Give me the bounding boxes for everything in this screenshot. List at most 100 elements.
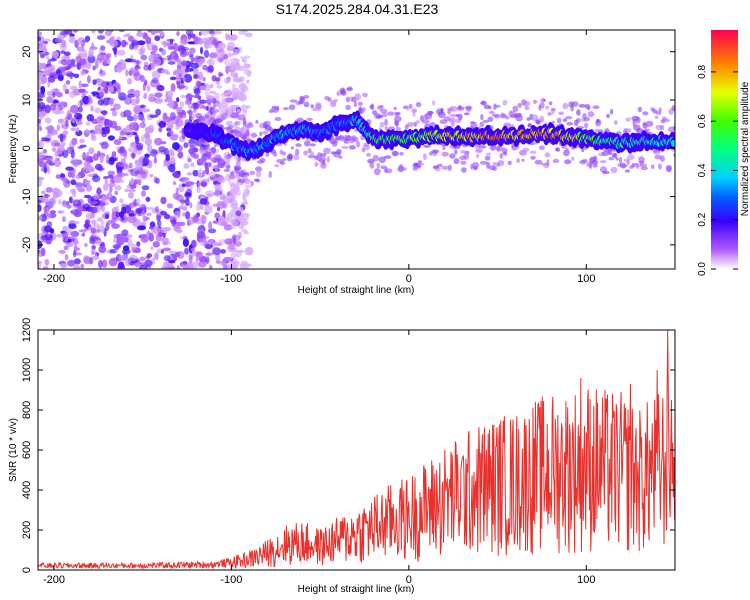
heatmap-noise-cell (151, 44, 158, 53)
heatmap-noise-cell (193, 37, 202, 41)
heatmap-noise-cell (82, 232, 86, 237)
heatmap-noise-cell (149, 221, 156, 228)
heatmap-halo-cell (440, 107, 444, 113)
heatmap-noise-cell (144, 137, 152, 146)
heatmap-noise-cell (68, 91, 76, 99)
heatmap-halo-cell (492, 162, 498, 168)
heatmap-noise-cell (77, 37, 86, 45)
heatmap-noise-cell (240, 220, 249, 226)
heatmap-noise-cell (212, 220, 219, 224)
heatmap-noise-cell (186, 172, 193, 176)
y-tick-label: 0 (21, 567, 33, 573)
heatmap-halo-cell (488, 105, 492, 110)
heatmap-noise-cell (230, 183, 237, 191)
heatmap-halo-cell (405, 105, 410, 111)
heatmap-noise-cell (203, 49, 210, 59)
heatmap-halo-cell (242, 172, 249, 176)
heatmap-halo-cell (199, 99, 204, 105)
heatmap-noise-cell (146, 143, 153, 153)
heatmap-halo-cell (632, 119, 636, 127)
heatmap-halo-cell (502, 99, 508, 106)
heatmap-halo-cell (381, 112, 388, 118)
heatmap-noise-cell (71, 117, 77, 124)
heatmap-noise-cell (190, 62, 199, 69)
heatmap-noise-cell (187, 33, 192, 40)
heatmap-noise-cell (202, 239, 208, 247)
heatmap-halo-cell (500, 112, 505, 119)
heatmap-noise-cell (67, 171, 73, 178)
heatmap-halo-cell (369, 161, 375, 169)
heatmap-noise-cell (64, 51, 71, 56)
colorbar-tick-label: 0.2 (697, 212, 708, 226)
heatmap-noise-cell (46, 160, 53, 164)
heatmap-noise-cell (129, 179, 133, 184)
heatmap-noise-cell (139, 104, 146, 109)
heatmap-noise-cell (87, 173, 94, 178)
heatmap-noise-cell (197, 168, 203, 177)
heatmap-noise-cell (133, 113, 138, 122)
heatmap-halo-cell (565, 148, 569, 152)
heatmap-noise-cell (195, 256, 199, 263)
heatmap-noise-cell (184, 197, 190, 207)
heatmap-halo-cell (282, 158, 287, 161)
heatmap-noise-cell (159, 141, 167, 145)
heatmap-noise-cell (85, 184, 93, 192)
heatmap-halo-cell (448, 117, 456, 123)
heatmap-noise-cell (218, 71, 222, 78)
heatmap-noise-cell (176, 31, 180, 37)
heatmap-noise-cell (38, 105, 44, 112)
colorbar (711, 30, 738, 269)
heatmap-noise-cell (148, 94, 155, 103)
heatmap-noise-cell (54, 88, 58, 94)
heatmap-noise-cell (142, 157, 150, 166)
heatmap-halo-cell (281, 151, 287, 156)
heatmap-noise-cell (182, 206, 188, 211)
heatmap-halo-cell (450, 121, 455, 127)
heatmap-noise-cell (65, 166, 74, 171)
heatmap-halo-cell (338, 155, 343, 159)
heatmap-noise-cell (205, 106, 209, 111)
heatmap-noise-cell (199, 204, 204, 210)
heatmap-noise-cell (144, 259, 153, 267)
heatmap-halo-cell (564, 159, 572, 165)
heatmap-halo-cell (673, 153, 675, 158)
heatmap-halo-cell (407, 122, 415, 127)
heatmap-noise-cell (111, 223, 120, 229)
heatmap-halo-cell (526, 117, 531, 121)
heatmap-noise-cell (54, 157, 61, 161)
heatmap-halo-cell (354, 93, 362, 101)
heatmap-noise-cell (226, 212, 234, 221)
heatmap-noise-cell (201, 37, 210, 45)
heatmap-noise-cell (247, 249, 252, 255)
colorbar-label: Normalized spectral amplitude (740, 81, 750, 216)
heatmap-noise-cell (226, 41, 236, 51)
heatmap-noise-cell (182, 212, 187, 217)
heatmap-halo-cell (306, 117, 313, 122)
heatmap-halo-cell (384, 118, 388, 126)
heatmap-noise-cell (38, 215, 43, 221)
heatmap-halo-cell (372, 154, 379, 162)
heatmap-halo-cell (243, 179, 251, 184)
heatmap-noise-cell (186, 110, 193, 115)
heatmap-halo-cell (202, 105, 206, 110)
heatmap-noise-cell (129, 98, 138, 106)
heatmap-halo-cell (480, 114, 484, 121)
heatmap-noise-cell (153, 156, 157, 164)
heatmap-noise-cell (169, 215, 174, 220)
heatmap-noise-cell (156, 84, 165, 92)
heatmap-noise-cell (57, 210, 63, 214)
heatmap-noise-cell (231, 52, 238, 56)
heatmap-noise-cell (60, 59, 68, 66)
heatmap-noise-cell (184, 85, 189, 91)
heatmap-noise-cell (40, 136, 47, 142)
heatmap-halo-cell (194, 103, 199, 110)
heatmap-halo-cell (613, 153, 618, 159)
heatmap-noise-cell (46, 96, 54, 103)
heatmap-noise-cell (193, 73, 199, 80)
heatmap-halo-cell (303, 150, 308, 156)
heatmap-noise-cell (57, 145, 65, 153)
heatmap-noise-cell (241, 201, 249, 205)
heatmap-noise-cell (149, 148, 158, 157)
heatmap-noise-cell (109, 85, 114, 94)
heatmap-noise-cell (102, 195, 106, 202)
